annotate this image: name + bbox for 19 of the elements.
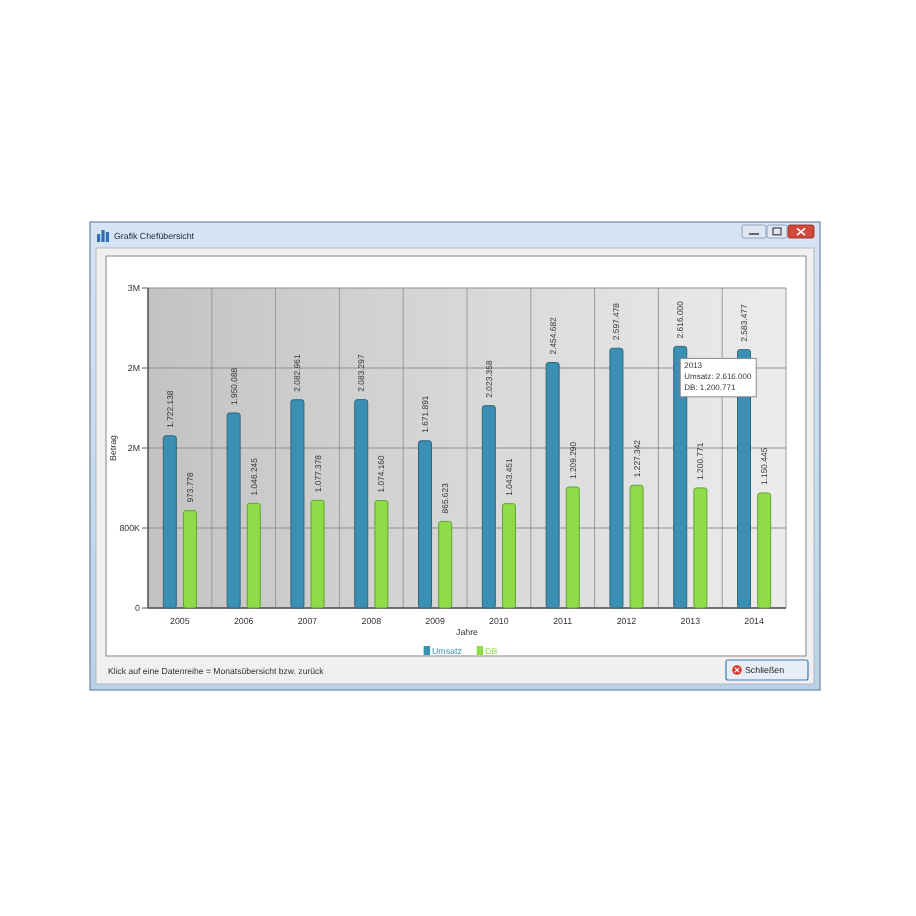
bar — [693, 487, 708, 609]
bar — [438, 520, 453, 609]
bar — [162, 435, 177, 609]
bar — [565, 486, 580, 609]
bar — [418, 440, 433, 609]
bar — [609, 347, 624, 609]
bar — [354, 399, 369, 609]
bar — [310, 499, 325, 609]
bar — [629, 484, 644, 609]
bar — [226, 412, 241, 609]
bar — [290, 399, 305, 609]
bar — [545, 362, 560, 609]
bar — [501, 503, 516, 609]
bar — [182, 510, 197, 609]
bar — [673, 345, 688, 609]
bar — [757, 492, 772, 609]
bar — [246, 502, 261, 609]
bar — [481, 405, 496, 609]
bar — [374, 500, 389, 609]
